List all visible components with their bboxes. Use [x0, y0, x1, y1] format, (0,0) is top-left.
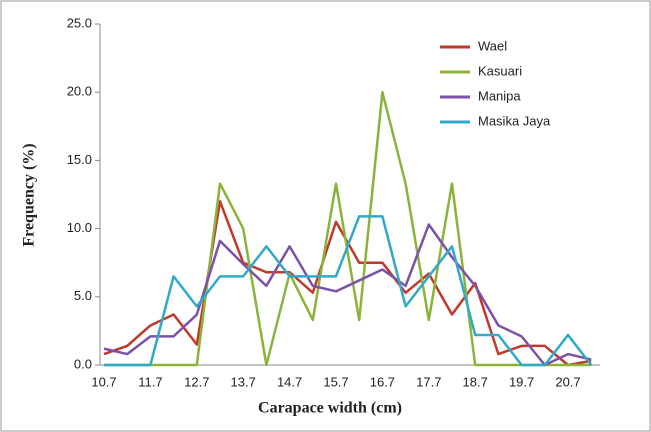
- x-tick-label: 14.7: [277, 374, 302, 389]
- y-tick-label: 25.0: [67, 15, 92, 30]
- x-tick-label: 19.7: [509, 374, 534, 389]
- legend-label: Kasuari: [478, 63, 522, 78]
- x-tick-label: 12.7: [184, 374, 209, 389]
- x-tick-label: 17.7: [416, 374, 441, 389]
- x-tick-label: 15.7: [323, 374, 348, 389]
- y-axis-title: Frequency (%): [21, 143, 38, 246]
- x-tick-label: 13.7: [231, 374, 256, 389]
- series-line: [104, 215, 593, 367]
- x-tick-label: 16.7: [370, 374, 395, 389]
- series-line: [103, 223, 592, 367]
- x-tick-label: 20.7: [555, 374, 580, 389]
- x-tick-label: 18.7: [463, 374, 488, 389]
- y-tick-label: 5.0: [74, 288, 92, 303]
- y-tick-label: 20.0: [67, 84, 92, 99]
- y-tick-label: 10.0: [67, 220, 92, 235]
- y-tick-label: 0.0: [74, 356, 92, 371]
- legend-label: Wael: [478, 38, 507, 53]
- x-tick-label: 10.7: [91, 374, 116, 389]
- legend-label: Manipa: [478, 88, 521, 103]
- x-axis-title: Carapace width (cm): [258, 400, 402, 417]
- y-tick-label: 15.0: [67, 152, 92, 167]
- x-tick-label: 11.7: [138, 374, 162, 389]
- legend-label: Masika Jaya: [478, 113, 551, 128]
- series-line: [104, 90, 592, 367]
